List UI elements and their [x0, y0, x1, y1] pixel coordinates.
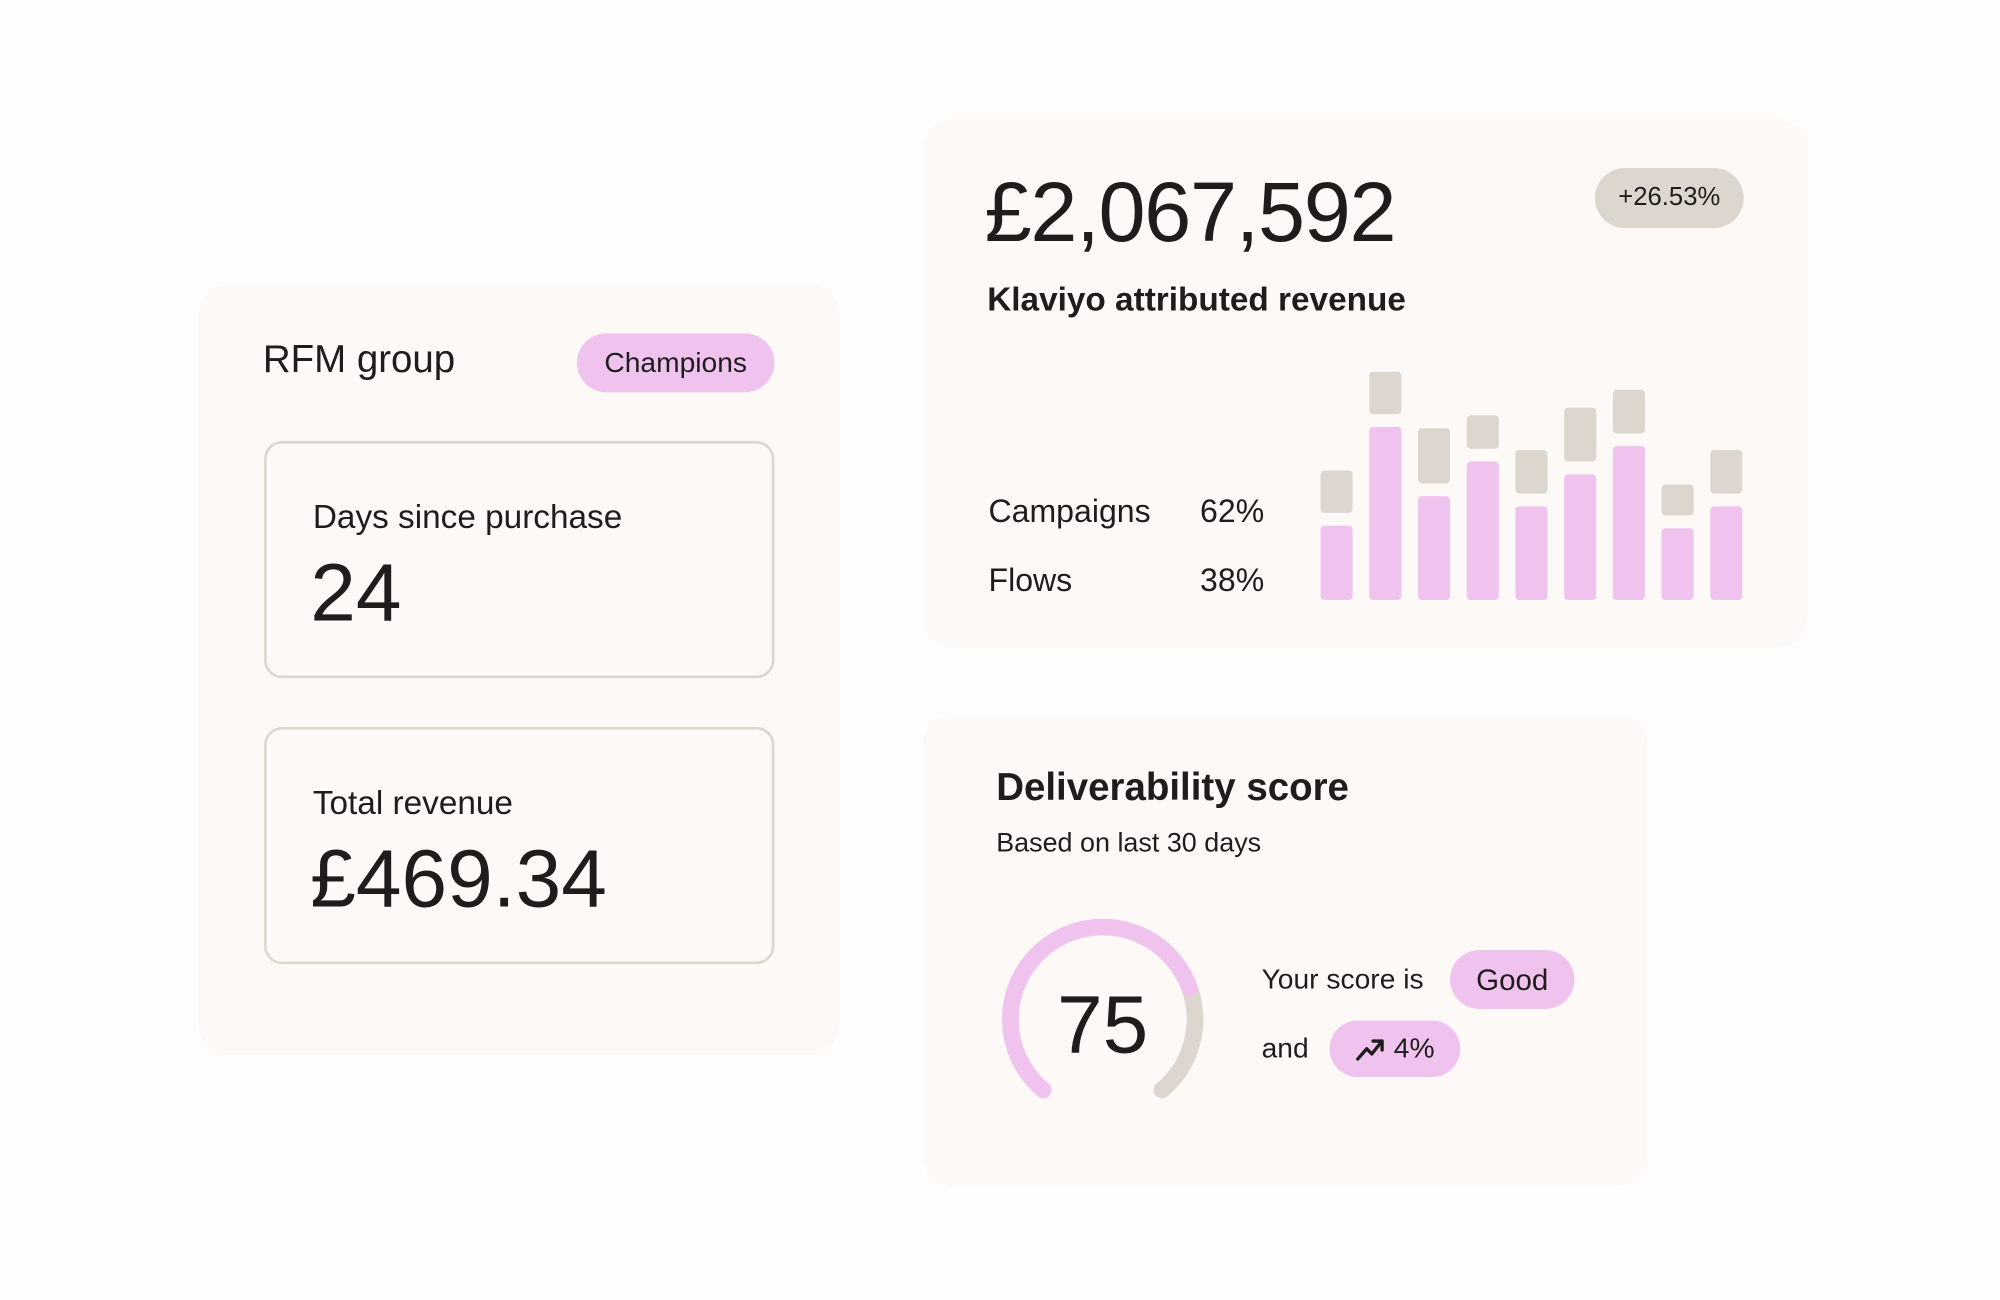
gauge-fill — [1002, 918, 1198, 1099]
bar — [1564, 474, 1597, 601]
bar-cap — [1369, 371, 1402, 415]
bar — [1710, 506, 1743, 601]
rating-badge: Good — [1450, 950, 1575, 1010]
change-badge: +26.53% — [1594, 167, 1744, 229]
bar-cap — [1466, 415, 1499, 449]
deliverability-title: Deliverability score — [996, 766, 1349, 810]
breakdown-name: Flows — [988, 562, 1073, 599]
gauge-track — [1153, 979, 1204, 1099]
bar — [1320, 525, 1353, 601]
revenue-label: Klaviyo attributed revenue — [987, 279, 1406, 318]
metric-label: Total revenue — [312, 783, 513, 822]
bar — [1369, 426, 1402, 601]
bar-cap — [1418, 428, 1451, 484]
rfm-card — [198, 284, 840, 1056]
rfm-badge: Champions — [576, 333, 775, 393]
score-value: 75 — [1056, 978, 1149, 1071]
deliverability-subtitle: Based on last 30 days — [996, 828, 1262, 858]
connector-text: and — [1261, 1032, 1309, 1065]
metric-label: Days since purchase — [312, 497, 623, 536]
score-sentence: Your score is — [1261, 962, 1424, 995]
trend-badge: 4% — [1329, 1020, 1461, 1077]
bar-cap — [1515, 450, 1548, 494]
metric-value: 24 — [310, 546, 402, 639]
rfm-title: RFM group — [262, 338, 456, 381]
bar — [1466, 461, 1499, 601]
breakdown-share: 38% — [1200, 562, 1265, 599]
metric-box — [264, 726, 775, 965]
revenue-amount: £2,067,592 — [984, 164, 1397, 259]
bar — [1515, 506, 1548, 601]
bar — [1418, 496, 1451, 601]
bar — [1612, 446, 1645, 601]
bar-cap — [1320, 470, 1353, 513]
metric-box — [264, 441, 775, 679]
bar — [1661, 528, 1694, 601]
metric-value: £469.34 — [310, 832, 607, 925]
breakdown-share: 62% — [1200, 493, 1265, 530]
bar-cap — [1710, 450, 1743, 494]
trend-icon — [1356, 1039, 1384, 1061]
bar-cap — [1612, 389, 1645, 434]
bar-cap — [1564, 407, 1597, 462]
bar-cap — [1661, 484, 1694, 516]
breakdown-name: Campaigns — [988, 493, 1151, 530]
trend-value: 4% — [1393, 1032, 1435, 1065]
